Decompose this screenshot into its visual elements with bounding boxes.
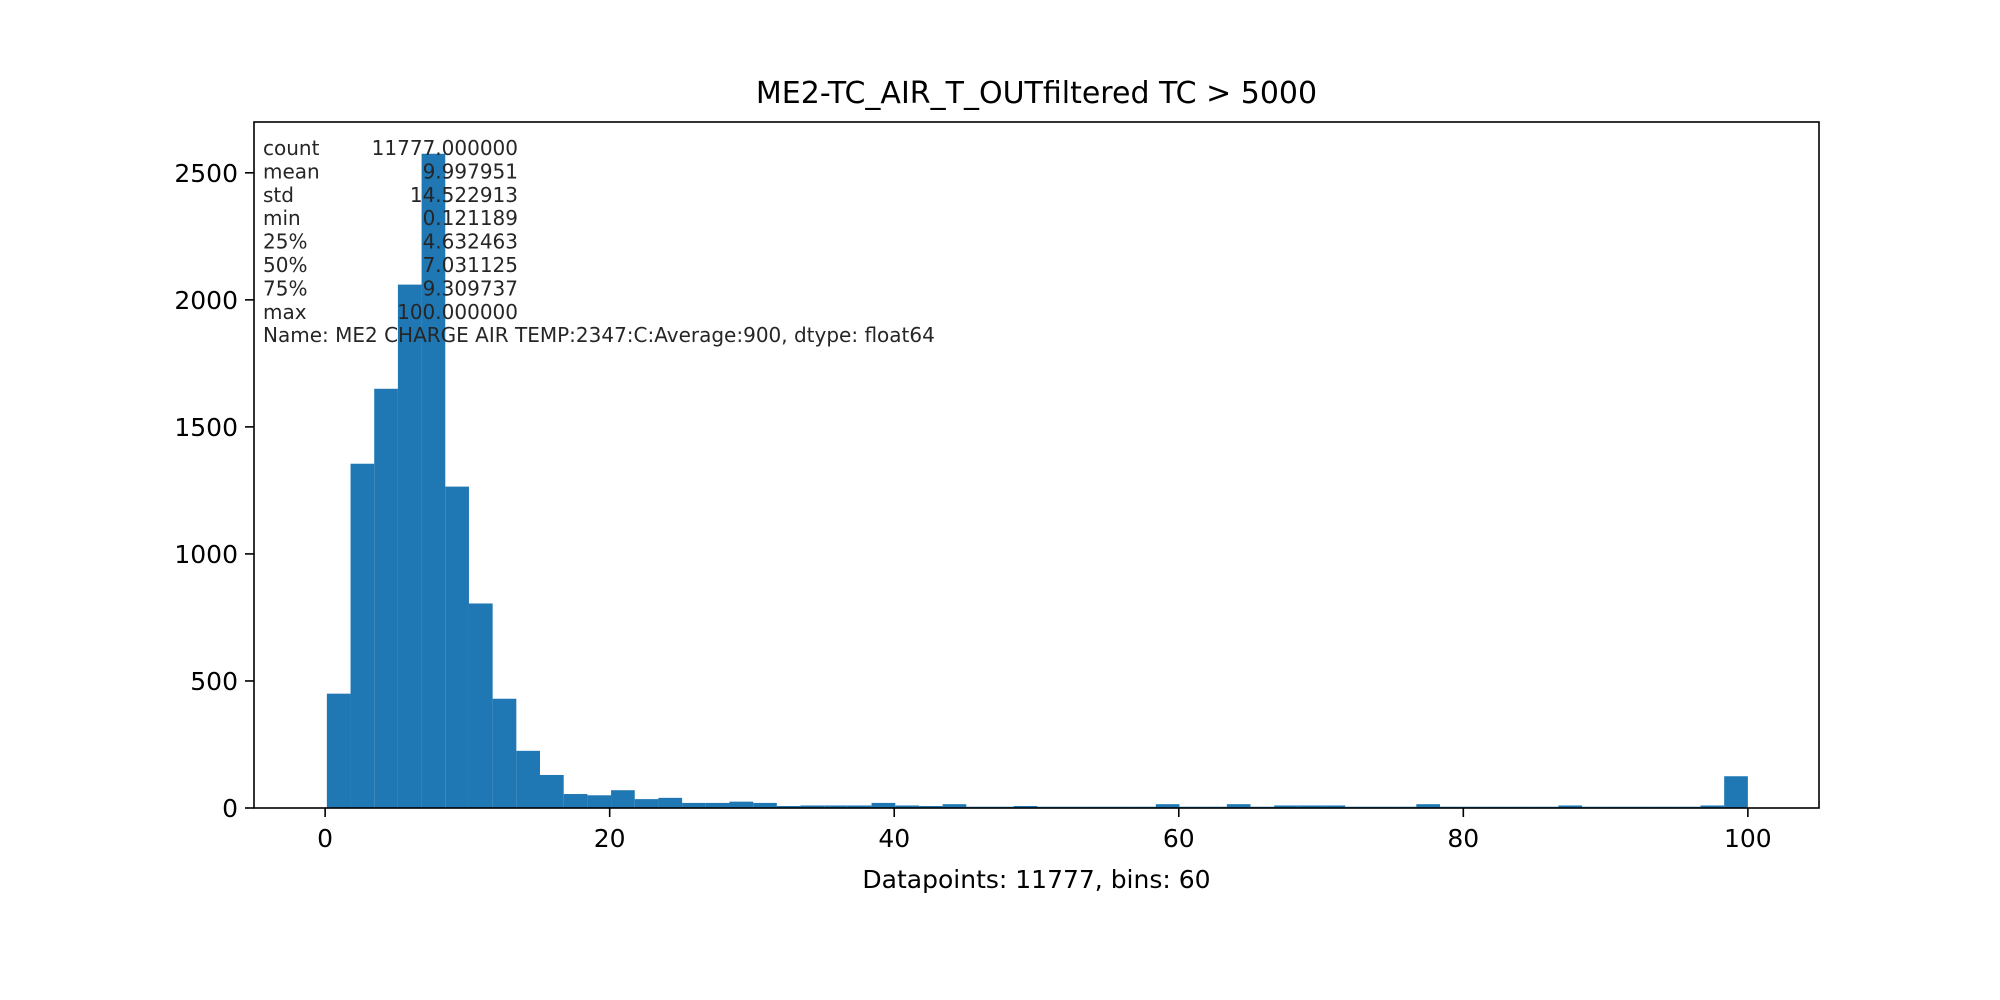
x-tick-label: 20	[594, 824, 626, 853]
stats-value: 14.522913	[410, 183, 518, 207]
histogram-bar	[682, 802, 706, 808]
y-tick-label: 2500	[174, 159, 238, 188]
histogram-bar	[563, 794, 588, 808]
x-tick-label: 0	[317, 824, 333, 853]
histogram-bar	[587, 795, 612, 808]
histogram-bar	[847, 805, 872, 808]
stats-key: mean	[263, 159, 320, 183]
histogram-bar	[658, 797, 683, 808]
histogram-bar	[1274, 805, 1298, 808]
x-tick-label: 60	[1163, 824, 1195, 853]
chart-title: ME2-TC_AIR_T_OUTfiltered TC > 5000	[756, 76, 1317, 111]
histogram-bar	[350, 463, 375, 808]
stats-value: 4.632463	[423, 230, 518, 254]
histogram-bar	[516, 750, 541, 808]
histogram-bar	[1226, 804, 1251, 808]
x-tick-label: 40	[878, 824, 910, 853]
histogram-bar	[1013, 805, 1038, 808]
histogram-bar	[1700, 805, 1725, 808]
histogram-bar	[729, 801, 754, 808]
histogram-bar	[776, 805, 801, 808]
stats-footer: Name: ME2 CHARGE AIR TEMP:2347:C:Average…	[263, 323, 935, 347]
histogram-bar	[468, 603, 493, 808]
histogram-bar	[1321, 805, 1346, 808]
histogram-bar	[871, 802, 896, 808]
histogram-bar	[326, 693, 351, 808]
histogram-bar	[397, 284, 422, 808]
stats-key: 50%	[263, 253, 307, 277]
histogram-bar	[942, 804, 967, 808]
y-tick-label: 0	[222, 794, 238, 823]
y-tick-label: 500	[190, 667, 238, 696]
stats-key: min	[263, 206, 301, 230]
stats-key: 25%	[263, 230, 307, 254]
histogram-bar	[918, 805, 943, 808]
stats-annotation: count 11777.000000 mean 9.997951 std 14.52291…	[263, 136, 935, 347]
histogram-bar	[540, 774, 564, 808]
x-axis: 0 20 40 60 80 100	[317, 808, 1772, 853]
histogram-bar	[1724, 776, 1748, 808]
plot-frame	[253, 121, 1820, 809]
histogram-bar	[824, 805, 848, 808]
histogram-bar	[374, 388, 398, 808]
histogram-bar	[753, 802, 777, 808]
histogram-bar	[611, 790, 635, 808]
stats-value: 9.997951	[423, 159, 518, 183]
stats-value: 100.000000	[397, 300, 518, 324]
stats-value: 0.121189	[423, 206, 518, 230]
x-tick-label: 80	[1447, 824, 1479, 853]
histogram-bar	[421, 153, 446, 808]
histogram-bar	[1416, 804, 1440, 808]
histogram-bar	[1155, 804, 1180, 808]
x-tick-label: 100	[1724, 824, 1772, 853]
histogram-bar	[705, 802, 730, 808]
stats-key: count	[263, 136, 320, 160]
histogram-bar	[492, 698, 517, 808]
y-tick-label: 1000	[174, 540, 238, 569]
stats-key: std	[263, 183, 294, 207]
y-tick-label: 2000	[174, 286, 238, 315]
y-axis: 0 500 1000 1500 2000 2500	[174, 159, 254, 823]
bars-group	[326, 153, 1748, 808]
stats-value: 7.031125	[423, 253, 518, 277]
stats-value: 11777.000000	[372, 136, 518, 160]
histogram-bar	[895, 805, 919, 808]
x-axis-label: Datapoints: 11777, bins: 60	[862, 865, 1210, 894]
histogram-bar	[445, 486, 469, 808]
histogram-bar	[1558, 805, 1583, 808]
stats-key: 75%	[263, 276, 307, 300]
histogram-bar	[800, 805, 825, 808]
histogram-bar	[1297, 805, 1322, 808]
y-tick-label: 1500	[174, 413, 238, 442]
stats-value: 9.309737	[423, 276, 518, 300]
histogram-bar	[634, 799, 659, 808]
stats-key: max	[263, 300, 307, 324]
